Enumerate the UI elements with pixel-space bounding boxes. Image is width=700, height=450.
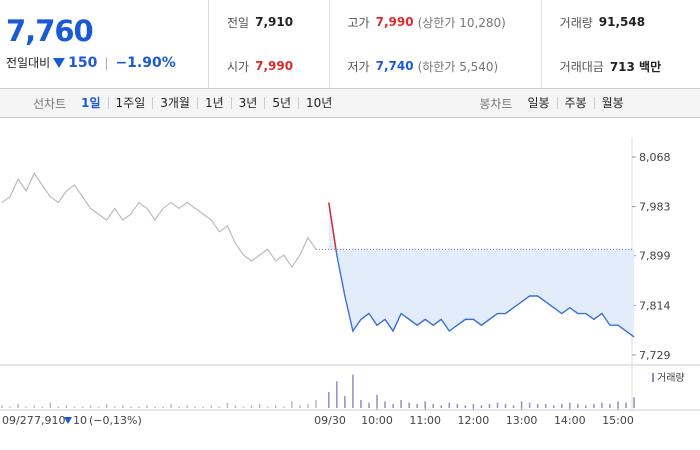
tab[interactable]: 3년 [230, 97, 265, 109]
quote-row: 시가 7,990 저가 7,740 (하한가 5,540) 거래대금 713 백만 [209, 44, 700, 88]
tab[interactable]: 주봉 [556, 97, 594, 109]
cell-label: 저가 [347, 59, 370, 74]
cell-value: 7,990 [375, 15, 414, 29]
quote-cell: 거래량 91,548 [540, 0, 700, 44]
price-box: 7,760 전일대비 150 | −1.90% [0, 0, 209, 88]
tab-group-label: 봉차트 [479, 96, 513, 111]
quote-row: 전일 7,910 고가 7,990 (상한가 10,280) 거래량 91,548 [209, 0, 700, 44]
cell-value: 7,990 [255, 59, 294, 73]
cell-label: 거래대금 [559, 59, 604, 74]
quote-cell: 고가 7,990 (상한가 10,280) [328, 0, 541, 44]
prev-close: 7,910 [34, 414, 66, 427]
x-tick-label: 14:00 [554, 414, 586, 427]
change-label: 전일대비 [6, 56, 51, 70]
quote-cell: 시가 7,990 [209, 44, 329, 88]
cell-value: 91,548 [598, 15, 646, 29]
change-value: 150 [68, 54, 98, 71]
x-tick-label: 10:00 [361, 414, 393, 427]
tab-bar: 선차트 1일 1주일 3개월 1년 3년 5년 10년 봉차트 일봉 주봉 월봉 [0, 89, 700, 118]
change-rate: −1.90% [115, 54, 176, 71]
tab-group-label: 선차트 [33, 96, 67, 111]
cell-label: 시가 [227, 59, 250, 74]
quote-cell: 거래대금 713 백만 [540, 44, 700, 88]
price-line [328, 202, 635, 338]
x-tick-label: 11:00 [409, 414, 441, 427]
tab[interactable]: 10년 [298, 97, 339, 109]
x-tick-label: 12:00 [458, 414, 490, 427]
tab[interactable]: 1일 [81, 96, 101, 110]
down-icon [53, 57, 66, 68]
y-tick-label: 8,068 [639, 151, 671, 164]
cell-note: (하한가 5,540) [417, 59, 499, 74]
cell-label: 전일 [227, 15, 250, 30]
date-label: 09/30 [314, 414, 346, 427]
y-tick-label: 7,729 [639, 349, 671, 362]
quote-cell: 저가 7,740 (하한가 5,540) [328, 44, 541, 88]
y-tick-label: 7,899 [639, 250, 671, 263]
tab[interactable]: 월봉 [593, 97, 631, 109]
prev-line [1, 172, 317, 268]
tab[interactable]: 1주일 [107, 97, 153, 109]
x-tick-label: 13:00 [506, 414, 538, 427]
y-tick-label: 7,814 [639, 299, 671, 312]
prev-rate: (−0,13%) [89, 414, 142, 427]
cell-value: 7,910 [255, 15, 294, 29]
cell-note: (상한가 10,280) [417, 15, 506, 30]
cell-label: 고가 [347, 15, 370, 30]
volume-legend-icon [652, 373, 654, 382]
quote-panel: 7,760 전일대비 150 | −1.90% 전일 7,910 고가 7,990 (상한… [0, 0, 700, 89]
tab[interactable]: 5년 [264, 97, 298, 109]
cell-value: 7,740 [375, 59, 414, 73]
price: 7,760 [6, 14, 94, 48]
volume-label: 거래량 [657, 372, 685, 384]
quote-cell: 전일 7,910 [209, 0, 329, 44]
tab[interactable]: 1년 [196, 97, 231, 109]
x-tick-label: 15:00 [602, 414, 634, 427]
chart: 8,068 7,983 7,899 7,814 7,729 거래량 09/27 7,910 10… [0, 138, 700, 427]
cell-value: 713 백만 [609, 59, 662, 74]
area-fill [328, 202, 635, 337]
tab[interactable]: 일봉 [527, 96, 550, 110]
prev-change: 10 [73, 414, 87, 427]
tab[interactable]: 3개월 [152, 97, 197, 109]
cell-label: 거래량 [559, 15, 593, 30]
prev-date: 09/27 [2, 414, 34, 427]
y-tick-label: 7,983 [639, 201, 671, 214]
prev-down-icon [64, 417, 72, 424]
change: 전일대비 150 | −1.90% [6, 54, 176, 71]
